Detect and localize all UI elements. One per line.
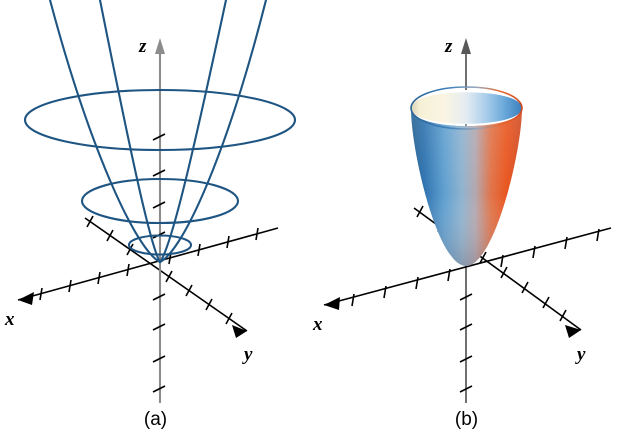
y-axis-arrowhead xyxy=(565,325,581,338)
panel-a-caption: (a) xyxy=(143,409,168,430)
parabola-trace-2 xyxy=(98,0,162,264)
z-axis-arrowhead xyxy=(461,38,471,54)
z-axis-label: z xyxy=(444,36,453,57)
x-axis-arrowhead xyxy=(18,292,34,305)
panel-b-shaded-paraboloid: z x xyxy=(311,0,622,437)
x-axis-label: x xyxy=(4,309,15,330)
panel-a-wireframe-paraboloid: x y xyxy=(4,0,297,430)
y-axis-arrowhead xyxy=(232,325,247,338)
parabola-trace-1 xyxy=(48,0,162,264)
y-axis-a: y xyxy=(84,215,253,365)
y-axis-label: y xyxy=(575,344,586,365)
surface-outer-shading xyxy=(411,108,522,266)
y-axis-label: y xyxy=(242,344,253,365)
circle-trace-high xyxy=(23,88,297,152)
paraboloid-surface xyxy=(410,86,523,266)
rim-outline xyxy=(410,86,523,130)
panel-b-plot: z x xyxy=(312,36,612,403)
x-axis-arrowhead xyxy=(324,297,340,310)
z-axis-a: z xyxy=(138,36,166,403)
z-axis-arrowhead xyxy=(155,38,165,54)
paraboloid-wireframe xyxy=(23,0,297,264)
circle-trace-low xyxy=(127,234,193,256)
axes-group-b: z x xyxy=(312,36,612,403)
x-axis-label: x xyxy=(312,314,323,335)
z-axis-label: z xyxy=(138,36,147,57)
x-axis-b: x xyxy=(312,227,612,335)
panel-a-plot: x y xyxy=(4,0,297,403)
parabola-trace-3 xyxy=(158,0,228,264)
panel-b-caption: (b) xyxy=(454,409,479,430)
surface-inner xyxy=(411,92,522,124)
circle-trace-mid xyxy=(80,177,240,225)
